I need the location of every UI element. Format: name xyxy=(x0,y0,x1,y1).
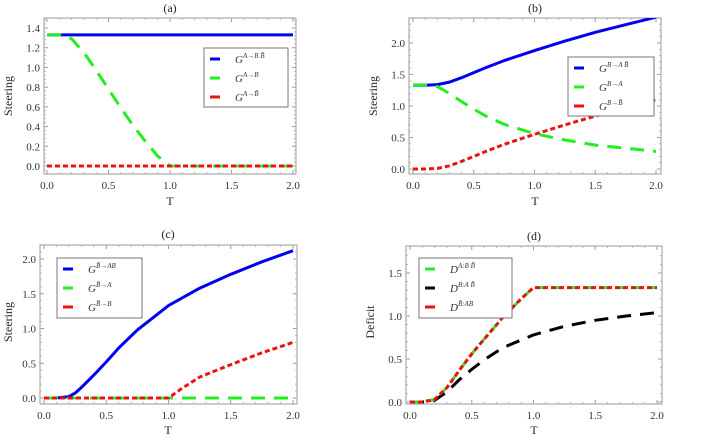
legend-label: GA→B̄ xyxy=(235,90,259,104)
x-tick-label: 1.0 xyxy=(163,180,177,192)
x-tick-label: 0.5 xyxy=(99,410,113,422)
y-tick-label: 0.8 xyxy=(26,82,40,94)
y-tick-label: 0.0 xyxy=(26,161,40,173)
y-axis-label: Steering xyxy=(1,302,15,342)
legend: DA:B B̄ DB:A B̄ DB̄:AB xyxy=(418,257,513,319)
x-tick-label: 0.0 xyxy=(403,410,417,422)
legend-label: DB:A B̄ xyxy=(449,281,475,295)
y-tick-label: 2.0 xyxy=(22,254,36,266)
series-line-3 xyxy=(413,98,657,171)
x-tick-label: 2.0 xyxy=(649,180,663,192)
legend-label: GA→B xyxy=(235,71,259,85)
y-tick-label: 0.4 xyxy=(26,122,40,134)
x-tick-label: 1.5 xyxy=(225,180,239,192)
legend: GB̄→AB GB̄→A GB̄→B xyxy=(56,257,143,319)
y-tick-label: 1.0 xyxy=(26,62,40,74)
x-tick-label: 1.0 xyxy=(527,410,541,422)
x-tick-label: 1.0 xyxy=(528,180,542,192)
x-axis-label: T xyxy=(531,194,539,208)
legend: GB→A B̄ GB→A GB→B̄ xyxy=(567,56,655,117)
y-tick-label: 0.2 xyxy=(26,141,40,153)
y-axis-label: Steering xyxy=(1,76,15,116)
y-tick-label: 2.0 xyxy=(391,38,405,50)
x-tick-label: 0.0 xyxy=(37,410,51,422)
panel-title: (b) xyxy=(528,1,542,15)
y-tick-label: 1.4 xyxy=(26,23,40,35)
legend-label: GB→B̄ xyxy=(599,99,623,113)
x-axis-label: T xyxy=(530,423,538,437)
y-tick-label: 0.5 xyxy=(388,354,402,366)
y-tick-label: 1.5 xyxy=(388,268,402,280)
x-tick-label: 1.5 xyxy=(588,180,602,192)
series-line-3 xyxy=(410,286,657,404)
y-axis-label: Deficit xyxy=(363,305,377,339)
y-tick-label: 1.2 xyxy=(26,43,40,55)
x-tick-label: 1.5 xyxy=(588,410,602,422)
y-tick-label: 1.0 xyxy=(391,101,405,113)
legend-label: GA→B B̄ xyxy=(235,52,265,66)
legend-label: GB→A B̄ xyxy=(599,61,629,75)
legend-label: GB̄→B xyxy=(88,300,112,314)
x-axis-label: T xyxy=(164,423,172,437)
panel-title: (d) xyxy=(527,229,541,243)
legend-label: GB→A xyxy=(599,80,623,94)
x-tick-label: 2.0 xyxy=(286,180,300,192)
x-tick-label: 1.5 xyxy=(224,410,238,422)
series-line-2 xyxy=(413,83,657,153)
y-tick-label: 1.0 xyxy=(388,311,402,323)
x-tick-label: 1.0 xyxy=(162,410,176,422)
y-tick-label: 1.0 xyxy=(22,324,36,336)
y-tick-label: 1.5 xyxy=(391,70,405,82)
series-line-1 xyxy=(413,18,657,87)
x-tick-label: 0.5 xyxy=(467,180,481,192)
legend: GA→B B̄ GA→B GA→B̄ xyxy=(203,47,289,108)
x-tick-label: 2.0 xyxy=(650,410,664,422)
x-axis-label: T xyxy=(166,194,174,208)
x-tick-label: 2.0 xyxy=(286,410,300,422)
series-line-1 xyxy=(44,249,294,400)
x-tick-label: 0.5 xyxy=(102,180,116,192)
panel-c: 0.0 0.5 1.0 1.5 2.00.00.51.01.52.0GB̄→ABGB̄→… xyxy=(1,227,300,437)
panel-d: 0.0 0.5 1.0 1.5 2.0 0.0 0.5 1.0 1.5 DA:B B̄ DB:A B… xyxy=(363,229,664,437)
legend-label: GB̄→AB xyxy=(88,262,117,276)
y-tick-label: 1.5 xyxy=(22,289,36,301)
x-tick-label: 0.5 xyxy=(465,410,479,422)
series-line-3 xyxy=(44,340,294,400)
y-axis-label: Steering xyxy=(366,76,380,116)
panel-title: (c) xyxy=(161,227,174,241)
y-tick-label: 0.0 xyxy=(388,397,402,409)
panel-b: 0.0 0.5 1.0 1.5 2.00.00.51.01.52.0GB→A B̄GB→… xyxy=(366,1,663,208)
y-tick-label: 0.6 xyxy=(26,102,40,114)
legend-label: DB̄:AB xyxy=(449,300,474,314)
series-line-2 xyxy=(47,33,293,168)
panel-a: 0.0 0.5 1.0 1.5 2.0 0.0 0.2 0.4 0.6 0.8 1.0 1.2 1.4 G… xyxy=(1,1,300,208)
legend-label: DA:B B̄ xyxy=(449,262,476,276)
panel-title: (a) xyxy=(163,1,176,15)
y-tick-label: 0.0 xyxy=(391,164,405,176)
y-tick-label: 0.0 xyxy=(22,393,36,405)
y-tick-label: 0.5 xyxy=(391,133,405,145)
legend-label: GB̄→A xyxy=(88,281,112,295)
y-tick-label: 0.5 xyxy=(22,358,36,370)
x-tick-label: 0.0 xyxy=(406,180,420,192)
x-tick-label: 0.0 xyxy=(40,180,54,192)
